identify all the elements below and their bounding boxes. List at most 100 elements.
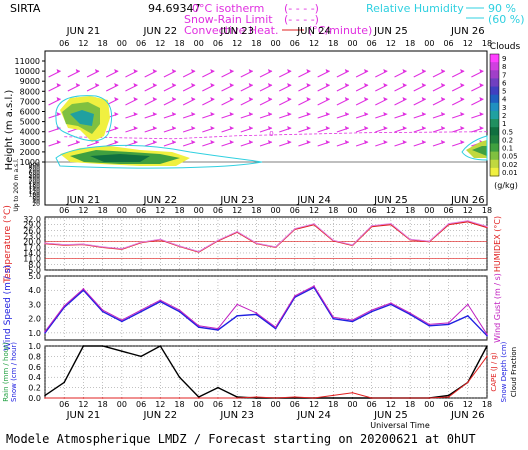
top-day-label: JUN 21 — [66, 26, 101, 37]
wind-arrowhead — [229, 69, 234, 73]
temperature-axis-label: Temperature (°C) — [3, 205, 13, 284]
temperature-point — [159, 238, 162, 241]
wind-arrowhead — [248, 140, 253, 144]
wind-arrowhead — [191, 83, 196, 87]
wind-point — [447, 323, 450, 326]
colorbar-swatch — [490, 143, 499, 153]
wind-arrowhead — [306, 126, 311, 130]
wind-arrowhead — [306, 83, 311, 87]
wind-arrowhead — [248, 83, 253, 87]
mid-hour-label: 18 — [174, 206, 184, 215]
bottom-hour-label: 18 — [251, 400, 261, 409]
colorbar-title: Clouds — [490, 42, 521, 52]
wind-arrowhead — [383, 69, 388, 73]
top-hour-label: 12 — [309, 39, 319, 48]
temperature-tick-label: 29.0 — [23, 221, 41, 230]
wind-point — [101, 309, 104, 311]
height-tick-label: 11000 — [15, 57, 40, 66]
bottom-hour-label: 12 — [155, 400, 165, 409]
wind-arrowhead — [114, 69, 119, 73]
bottom-hour-label: 06 — [290, 400, 300, 409]
colorbar-tick-label: 0.5 — [502, 128, 513, 136]
temperature-point — [409, 238, 411, 241]
colorbar-tick-label: 4 — [502, 96, 507, 104]
wind-arrowhead — [268, 69, 272, 73]
temperature-point — [428, 240, 431, 243]
height-axis-label-low: Up to 200 m a.s.l. — [13, 158, 20, 211]
wind-arrowhead — [133, 140, 138, 144]
mid-hour-label: 18 — [328, 206, 338, 215]
wind-arrowhead — [421, 112, 426, 116]
colorbar-swatch — [490, 86, 499, 96]
height-tick-label: 10000 — [15, 67, 40, 76]
precip-point — [121, 350, 123, 353]
height-tick-label-low: 100 — [29, 191, 41, 198]
wind-arrowhead — [95, 83, 100, 87]
wind-point — [428, 323, 431, 326]
mid-hour-label: 06 — [367, 206, 377, 215]
bottom-hour-label: 12 — [386, 400, 396, 409]
wind-arrowhead — [383, 140, 388, 144]
precip-point — [44, 397, 46, 399]
precip-point — [82, 397, 85, 399]
mid-hour-label: 18 — [251, 206, 261, 215]
precip-point — [178, 376, 181, 379]
humidex-axis-label: HUMIDEX (°C) — [493, 216, 502, 272]
rh-contour — [461, 135, 488, 161]
precip-tick-label: 0.0 — [28, 394, 41, 403]
mid-hour-label: 06 — [136, 206, 146, 215]
wind-arrowhead — [306, 140, 311, 144]
wind-arrowhead — [402, 69, 407, 73]
wind-arrowhead — [210, 126, 215, 130]
precip-point — [178, 397, 181, 399]
wind-point — [121, 320, 123, 323]
wind-series-wind-speed — [44, 286, 488, 337]
temperature-point — [313, 223, 315, 225]
temperature-panel: 32.029.026.023.020.017.014.011.08.05.0Te… — [3, 205, 502, 284]
wind-point — [197, 324, 200, 327]
precip-point — [140, 397, 142, 399]
mid-day-label: JUN 26 — [450, 195, 485, 206]
top-hour-label: 06 — [136, 39, 146, 48]
temperature-tick-label: 11.0 — [23, 255, 41, 264]
precip-panel-frame — [44, 345, 488, 399]
wind-point — [409, 312, 411, 314]
wind-point — [217, 329, 219, 331]
wind-arrowhead — [133, 112, 138, 116]
wind-arrowhead — [364, 112, 369, 116]
wind-arrowhead — [114, 83, 119, 87]
precip-point — [63, 381, 66, 384]
wind-arrowhead — [344, 97, 349, 101]
colorbar-swatch — [490, 151, 499, 161]
bottom-hour-label: 12 — [78, 400, 88, 409]
mid-day-label: JUN 23 — [219, 195, 254, 206]
wind-arrowhead — [383, 83, 388, 87]
height-tick-label-low: 300 — [29, 177, 41, 184]
bottom-hour-label: 18 — [482, 400, 492, 409]
wind-point — [197, 326, 200, 329]
legend-snow-rain: Snow-Rain Limit — [184, 13, 273, 26]
cloud-panel-frame — [44, 50, 488, 206]
temperature-point — [294, 227, 296, 230]
wind-arrowhead — [191, 140, 196, 144]
top-hour-label: 00 — [194, 39, 204, 48]
colorbar-tick-label: 0.05 — [502, 153, 518, 161]
precip-panel: 1.00.8 0.60.4 0.20.0 Rain (mm / hour) Snow (… — [2, 341, 518, 430]
wind-arrowhead — [229, 112, 234, 116]
wind-point — [486, 334, 488, 337]
rain-axis-label: Rain (mm / hour) — [2, 342, 10, 402]
top-day-label: JUN 25 — [373, 26, 408, 37]
wind-point — [159, 299, 162, 301]
height-tick-label: 3000 — [20, 138, 40, 147]
wind-point — [140, 310, 142, 313]
temperature-point — [390, 222, 392, 225]
wind-arrowhead — [56, 140, 61, 144]
precip-point — [294, 396, 296, 398]
wind-arrowhead — [402, 97, 407, 101]
wind-arrowhead — [460, 97, 465, 101]
wind-arrowhead — [460, 126, 465, 130]
colorbar-tick-label: 0.2 — [502, 136, 513, 144]
wind-arrowhead — [248, 69, 253, 73]
wind-point — [466, 315, 469, 317]
